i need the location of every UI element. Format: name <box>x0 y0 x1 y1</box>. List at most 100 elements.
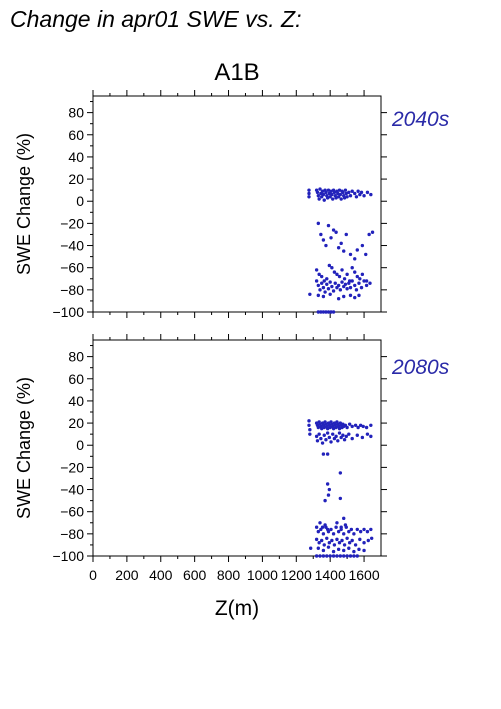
data-point <box>322 425 326 430</box>
y-tick-label: 20 <box>68 171 84 187</box>
data-point <box>342 548 346 553</box>
y-tick-label: 60 <box>68 371 84 387</box>
data-point <box>326 188 331 192</box>
data-point <box>327 541 332 545</box>
data-point <box>317 197 321 201</box>
period-label: 2080s <box>391 356 450 379</box>
data-point <box>321 285 326 290</box>
data-point <box>353 270 357 274</box>
data-point <box>318 521 322 525</box>
data-point <box>332 190 337 195</box>
data-point <box>339 527 343 532</box>
data-point <box>352 532 356 536</box>
y-axis-label: SWE Change (%) <box>14 377 34 519</box>
data-point <box>345 272 349 277</box>
data-point <box>357 281 361 285</box>
data-point <box>319 310 323 314</box>
data-point <box>369 423 373 427</box>
data-point <box>320 441 325 445</box>
data-point <box>324 310 328 314</box>
data-point <box>317 272 321 277</box>
data-point <box>322 433 326 437</box>
data-point <box>350 538 354 543</box>
data-point <box>324 525 328 529</box>
data-point <box>329 527 333 532</box>
axis-ticks: −100 −80 −60 −40 −20 0 20 40 60 80 <box>52 90 387 320</box>
data-point <box>336 529 341 534</box>
data-point <box>358 537 362 542</box>
data-point <box>342 437 347 442</box>
data-point <box>326 223 331 228</box>
data-point <box>355 433 359 437</box>
data-point <box>315 439 320 443</box>
data-point <box>344 525 348 529</box>
data-point <box>335 554 339 558</box>
period-label: 2040s <box>391 108 450 131</box>
data-point <box>320 538 324 543</box>
data-point <box>336 297 341 301</box>
data-point <box>369 192 373 197</box>
data-point <box>338 554 343 558</box>
data-point <box>320 189 325 193</box>
data-point <box>355 274 359 279</box>
data-point <box>345 554 349 558</box>
data-point <box>342 543 347 547</box>
data-point <box>336 191 340 196</box>
x-tick-label: 0 <box>89 567 97 583</box>
scatter-points <box>307 187 375 314</box>
data-point <box>316 425 321 430</box>
data-point <box>314 537 319 542</box>
data-point <box>367 232 371 237</box>
data-point <box>322 279 326 283</box>
data-point <box>344 191 348 196</box>
data-point <box>326 545 331 549</box>
data-point <box>353 191 357 196</box>
data-point <box>334 425 338 430</box>
data-point <box>359 190 364 195</box>
data-point <box>332 543 337 547</box>
data-point <box>355 248 359 252</box>
data-point <box>362 527 366 532</box>
data-point <box>328 292 332 296</box>
data-point <box>325 426 330 431</box>
data-point <box>364 252 368 257</box>
data-point <box>307 188 311 192</box>
data-point <box>347 422 352 426</box>
data-point <box>369 536 374 540</box>
x-tick-label: 1200 <box>281 567 312 583</box>
data-point <box>330 192 334 197</box>
data-point <box>329 440 333 444</box>
data-point <box>364 283 369 288</box>
data-point <box>360 272 365 277</box>
data-point <box>327 435 332 440</box>
data-point <box>357 547 361 552</box>
data-point <box>316 310 321 314</box>
data-point <box>334 434 338 439</box>
data-point <box>347 529 351 534</box>
data-point <box>324 437 328 442</box>
data-point <box>321 554 326 558</box>
panel-2040s: SWE Change (%) 2040s −100 −80 −60 −40 −20 0 20… <box>14 90 450 320</box>
data-point <box>365 432 370 436</box>
y-tick-label: 0 <box>76 437 84 453</box>
data-point <box>329 189 333 193</box>
data-point <box>317 432 321 436</box>
data-point <box>338 471 343 475</box>
data-point <box>359 285 364 290</box>
data-point <box>335 521 339 525</box>
data-point <box>352 554 356 558</box>
y-tick-label: −100 <box>52 548 84 564</box>
data-point <box>331 432 335 436</box>
data-point <box>325 282 329 287</box>
data-point <box>334 230 338 234</box>
data-point <box>316 193 321 198</box>
data-point <box>325 554 329 558</box>
data-point <box>331 228 336 232</box>
data-point <box>362 279 366 283</box>
data-point <box>321 192 326 197</box>
data-point <box>366 538 370 543</box>
data-point <box>337 541 342 545</box>
data-point <box>331 549 336 554</box>
data-point <box>341 433 345 437</box>
data-point <box>337 431 342 435</box>
